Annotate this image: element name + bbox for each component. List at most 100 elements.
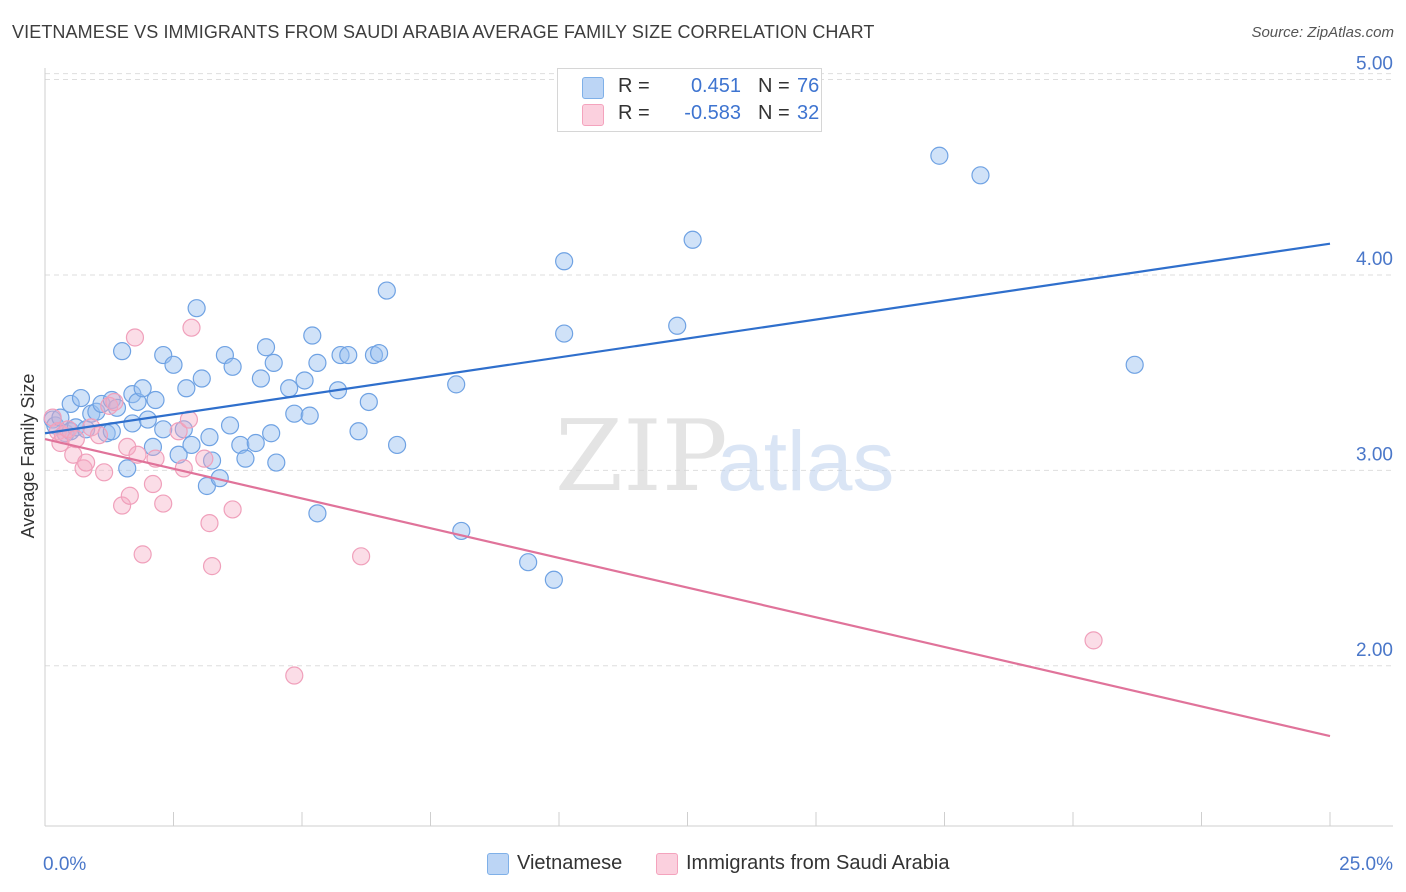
data-point: [143, 474, 163, 494]
data-point: [668, 316, 687, 335]
data-point: [105, 392, 124, 412]
data-point: [930, 146, 949, 165]
data-point: [519, 553, 538, 572]
data-point: [195, 449, 214, 468]
legend-n-value: 76: [797, 75, 820, 97]
data-point: [555, 324, 574, 343]
data-point: [223, 500, 242, 519]
data-point: [308, 504, 327, 523]
data-point: [154, 420, 173, 439]
data-point: [236, 449, 255, 468]
data-point: [71, 388, 91, 408]
data-point: [187, 299, 206, 318]
series-saudi-arabia: [43, 318, 1103, 685]
data-point: [125, 328, 145, 347]
data-point: [280, 379, 299, 398]
chart-title: VIETNAMESE VS IMMIGRANTS FROM SAUDI ARAB…: [12, 22, 875, 42]
data-point: [349, 422, 368, 441]
data-point: [339, 345, 358, 365]
data-point: [352, 547, 371, 566]
data-point: [177, 379, 196, 398]
data-point: [295, 371, 314, 390]
data-point: [123, 414, 142, 433]
data-point: [555, 252, 574, 271]
axes: [44, 68, 1393, 827]
data-point: [683, 230, 702, 249]
data-point: [169, 422, 188, 441]
data-point: [154, 494, 173, 513]
y-tick-label: 2.00: [1356, 640, 1393, 661]
data-points: [43, 146, 1144, 685]
legend-r-value: 0.451: [690, 75, 741, 97]
source-label: Source: ZipAtlas.com: [1251, 24, 1394, 41]
data-point: [370, 344, 389, 363]
data-point: [61, 394, 80, 414]
data-point: [220, 416, 240, 435]
data-point: [95, 463, 114, 482]
trend-line-vietnamese: [44, 242, 1331, 435]
series-vietnamese: [43, 146, 1144, 589]
data-point: [264, 353, 283, 372]
data-point: [112, 496, 132, 515]
data-point: [300, 406, 319, 425]
y-tick-label: 5.00: [1356, 54, 1393, 75]
legend-r-label: R =: [618, 102, 650, 124]
data-point: [146, 390, 165, 410]
data-point: [231, 435, 250, 455]
watermark-zip: ZIP: [555, 400, 728, 514]
data-point: [447, 375, 466, 394]
data-point: [43, 408, 62, 427]
legend-swatch-vietnamese: [582, 77, 604, 99]
data-point: [285, 404, 304, 423]
data-point: [174, 459, 193, 478]
data-point: [120, 486, 139, 505]
data-point: [246, 433, 265, 453]
data-point: [133, 379, 152, 398]
bottom-legend-swatch-saudi: [656, 853, 678, 875]
data-point: [971, 166, 990, 185]
bottom-legend-swatch-vietnamese: [487, 853, 509, 875]
data-point: [143, 437, 163, 457]
data-point: [256, 338, 276, 357]
data-point: [331, 345, 350, 365]
legend-n-label: N =: [758, 75, 790, 97]
stats-legend: R = 0.451 N = 76 R = -0.583 N = 32: [557, 68, 822, 132]
data-point: [223, 357, 242, 376]
data-point: [308, 353, 327, 372]
data-point: [359, 392, 378, 412]
data-point: [303, 326, 322, 345]
bottom-legend-label: Vietnamese: [517, 852, 623, 874]
data-point: [285, 666, 304, 685]
data-point: [387, 435, 407, 455]
data-point: [1084, 631, 1103, 650]
y-tick-label: 3.00: [1356, 444, 1393, 465]
bottom-legend-label: Immigrants from Saudi Arabia: [686, 852, 950, 874]
data-point: [182, 318, 201, 337]
data-point: [89, 426, 109, 445]
legend-n-value: 32: [797, 102, 820, 124]
trend-line-saudi-arabia: [44, 438, 1331, 738]
data-point: [200, 514, 219, 533]
data-point: [192, 369, 211, 388]
legend-n-label: N =: [758, 102, 790, 124]
legend-swatch-saudi: [582, 104, 604, 126]
data-point: [377, 281, 396, 300]
watermark: ZIP atlas: [555, 400, 894, 514]
data-point: [66, 429, 85, 449]
tick-labels: 2.00 3.00 4.00 5.00 0.0% 25.0%: [43, 54, 1393, 875]
watermark-atlas: atlas: [717, 414, 894, 508]
data-point: [267, 453, 286, 472]
data-point: [262, 424, 281, 443]
grid-lines: [45, 73, 1393, 667]
data-point: [251, 369, 270, 388]
legend-r-value: -0.583: [684, 102, 741, 124]
y-tick-label: 4.00: [1356, 249, 1393, 270]
y-axis-title: Average Family Size: [18, 374, 38, 539]
trend-lines: [44, 242, 1331, 738]
x-tick-label: 25.0%: [1339, 854, 1393, 875]
x-tick-label: 0.0%: [43, 854, 86, 875]
data-point: [164, 355, 183, 374]
data-point: [182, 435, 201, 455]
data-point: [118, 459, 137, 478]
